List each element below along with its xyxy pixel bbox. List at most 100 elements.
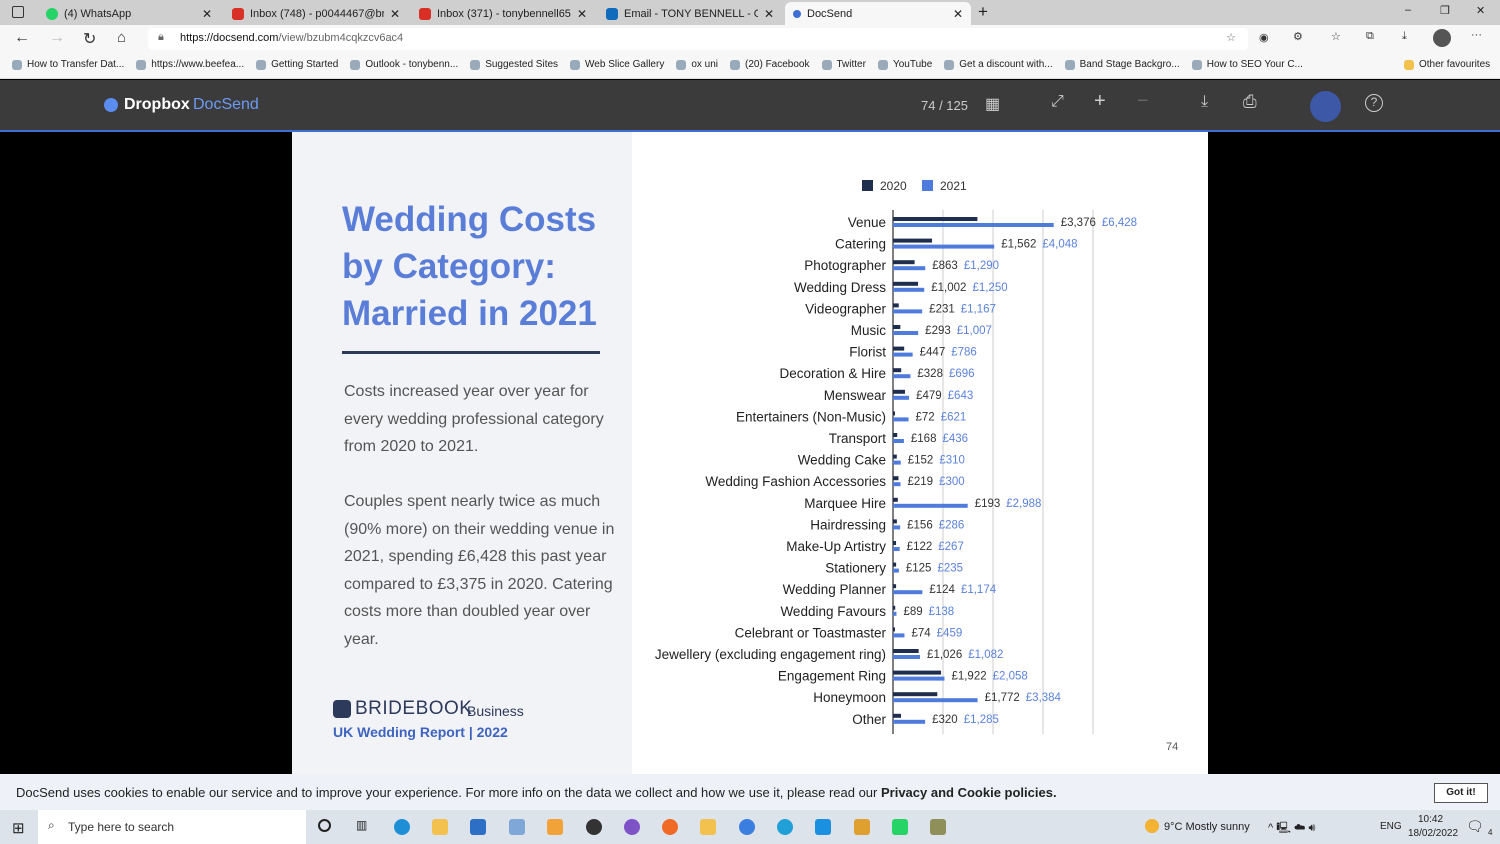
bookmark-icon bbox=[1191, 59, 1202, 70]
data-label-2021: £2,988 bbox=[1006, 498, 1041, 510]
favorites-icon[interactable]: ☆ bbox=[1331, 31, 1341, 43]
refresh-icon[interactable]: ↻ bbox=[83, 31, 97, 48]
grid-view-icon[interactable]: ▦ bbox=[985, 96, 1001, 113]
bookmark-item[interactable]: https://www.beefea... bbox=[136, 59, 244, 70]
restore-button[interactable]: ❐ bbox=[1440, 5, 1450, 17]
task-view-icon[interactable]: ▥ bbox=[356, 818, 368, 832]
folder-icon bbox=[1404, 59, 1414, 70]
bookmark-icon bbox=[350, 59, 361, 70]
viber-icon[interactable] bbox=[624, 819, 640, 835]
data-label-2020: £152 bbox=[908, 455, 934, 467]
whatsapp-icon[interactable] bbox=[892, 819, 908, 835]
file-explorer-icon[interactable] bbox=[432, 819, 448, 835]
notifications-icon[interactable]: 🗨︎ bbox=[1466, 818, 1484, 834]
bookmark-item[interactable]: YouTube bbox=[877, 59, 932, 70]
bar-2020 bbox=[893, 519, 897, 524]
data-label-2021: £3,384 bbox=[1026, 692, 1062, 704]
cortana-icon[interactable] bbox=[318, 819, 331, 832]
system-tray-icons[interactable]: ^ 🖳 ☁ 🔊︎ bbox=[1268, 822, 1316, 834]
bookmark-item[interactable]: How to Transfer Dat... bbox=[12, 59, 124, 70]
profile-avatar[interactable] bbox=[1433, 29, 1451, 47]
tab-docsend[interactable]: DocSend ✕ bbox=[785, 2, 971, 25]
windows-start-icon[interactable]: ⊞ bbox=[12, 820, 25, 837]
print-icon[interactable]: ⎙ bbox=[1243, 92, 1257, 111]
tab-inbox-gmail[interactable]: Inbox (371) - tonybennell65@gm ✕ bbox=[411, 2, 595, 25]
bar-2020 bbox=[893, 627, 895, 632]
media-icon[interactable] bbox=[547, 819, 563, 835]
back-icon[interactable]: ← bbox=[14, 29, 30, 46]
close-tab-icon[interactable]: ✕ bbox=[952, 6, 963, 21]
home-icon[interactable]: ⌂ bbox=[117, 29, 127, 46]
taskbar-search-input[interactable]: ⌕ Type here to search bbox=[38, 810, 306, 844]
close-tab-icon[interactable]: ✕ bbox=[576, 6, 587, 21]
close-tab-icon[interactable]: ✕ bbox=[201, 6, 212, 21]
bookmark-icon bbox=[12, 59, 22, 70]
favorite-star-icon[interactable]: ☆ bbox=[1226, 32, 1236, 44]
bookmark-item[interactable]: Get a discount with... bbox=[944, 59, 1053, 70]
data-label-2020: £125 bbox=[906, 563, 932, 575]
tab-actions-icon[interactable] bbox=[12, 6, 24, 18]
clock-time[interactable]: 10:42 bbox=[1418, 814, 1444, 825]
category-label: Catering bbox=[835, 237, 886, 252]
collections-icon[interactable]: ⧉ bbox=[1366, 30, 1374, 42]
sender-avatar[interactable] bbox=[1310, 91, 1341, 122]
bookmark-item[interactable]: How to SEO Your C... bbox=[1191, 59, 1303, 70]
zoom-in-icon[interactable]: + bbox=[1094, 90, 1106, 112]
legend-swatch-2021 bbox=[922, 180, 933, 191]
app-icon[interactable] bbox=[930, 819, 946, 835]
app-icon[interactable] bbox=[854, 819, 870, 835]
more-icon[interactable]: ··· bbox=[1471, 29, 1482, 41]
store-icon[interactable] bbox=[470, 819, 486, 835]
tab-bar: (4) WhatsApp ✕ Inbox (748) - p0044467@bro… bbox=[0, 0, 1500, 25]
bookmark-item[interactable]: ox uni bbox=[676, 59, 718, 70]
minimize-button[interactable]: – bbox=[1405, 4, 1412, 16]
extension-icon[interactable]: ◉ bbox=[1259, 32, 1269, 44]
category-label: Wedding Cake bbox=[798, 453, 886, 468]
bookmark-item[interactable]: Twitter bbox=[821, 59, 866, 70]
bookmark-item[interactable]: (20) Facebook bbox=[730, 59, 810, 70]
paragraph-1: Costs increased year over year for every… bbox=[344, 383, 604, 455]
zoom-out-icon[interactable]: − bbox=[1137, 90, 1149, 112]
bookmark-item[interactable]: Web Slice Gallery bbox=[570, 59, 664, 70]
forward-icon[interactable]: → bbox=[49, 29, 65, 46]
url-input[interactable]: 🔒︎ https://docsend.com/view/bzubm4cqkzcv6… bbox=[148, 28, 1248, 50]
app-icon[interactable] bbox=[777, 819, 793, 835]
close-window-button[interactable]: ✕ bbox=[1476, 5, 1486, 17]
tab-whatsapp[interactable]: (4) WhatsApp ✕ bbox=[38, 2, 220, 25]
clock-date[interactable]: 18/02/2022 bbox=[1408, 828, 1459, 839]
bar-2020 bbox=[893, 649, 919, 653]
got-it-button[interactable]: Got it! bbox=[1434, 783, 1488, 803]
language-indicator[interactable]: ENG bbox=[1380, 821, 1402, 832]
close-tab-icon[interactable]: ✕ bbox=[389, 6, 400, 21]
bar-2021 bbox=[893, 482, 901, 487]
bookmark-item[interactable]: Suggested Sites bbox=[470, 59, 558, 70]
extensions-icon[interactable]: ⚙ bbox=[1293, 31, 1303, 43]
weather-text[interactable]: 9°C Mostly sunny bbox=[1164, 821, 1250, 833]
tab-inbox-brookes[interactable]: Inbox (748) - p0044467@brookes ✕ bbox=[224, 2, 408, 25]
bookmark-item[interactable]: Outlook - tonybenn... bbox=[350, 59, 458, 70]
fullscreen-icon[interactable]: ⤢ bbox=[1051, 93, 1064, 110]
privacy-policy-link[interactable]: Privacy and Cookie policies. bbox=[880, 785, 1057, 800]
tab-outlook[interactable]: Email - TONY BENNELL - Outlook ✕ bbox=[598, 2, 782, 25]
downloads-icon[interactable]: ⤓ bbox=[1402, 30, 1407, 42]
new-tab-button[interactable]: + bbox=[978, 2, 988, 21]
tab-label: Inbox (371) - tonybennell65@gm bbox=[437, 7, 571, 20]
app-icon[interactable] bbox=[509, 819, 525, 835]
bar-2020 bbox=[893, 325, 901, 329]
bookmark-item[interactable]: Band Stage Backgro... bbox=[1064, 59, 1180, 70]
app-icon[interactable] bbox=[815, 819, 831, 835]
edge-icon[interactable] bbox=[394, 819, 410, 835]
cookie-banner: DocSend uses cookies to enable our servi… bbox=[0, 774, 1500, 810]
tab-label: Email - TONY BENNELL - Outlook bbox=[624, 7, 758, 20]
app-icon[interactable] bbox=[586, 819, 602, 835]
bar-2020 bbox=[893, 281, 919, 286]
firefox-icon[interactable] bbox=[662, 819, 678, 835]
folder-icon[interactable] bbox=[700, 819, 716, 835]
help-icon[interactable]: ? bbox=[1365, 94, 1383, 112]
app-icon[interactable] bbox=[739, 819, 755, 835]
other-favourites[interactable]: Other favourites bbox=[1404, 59, 1490, 70]
bar-2020 bbox=[893, 217, 978, 221]
download-icon[interactable]: ⤓ bbox=[1201, 93, 1209, 110]
bookmark-item[interactable]: Getting Started bbox=[256, 59, 338, 70]
close-tab-icon[interactable]: ✕ bbox=[763, 6, 774, 21]
